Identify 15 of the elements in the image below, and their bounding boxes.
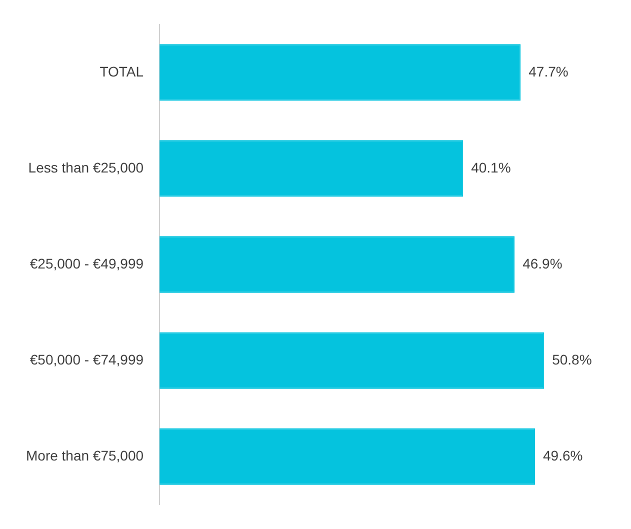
y-tick-label: €50,000 - €74,999 [30,351,144,368]
y-tick-label: More than €75,000 [26,447,144,464]
y-tick-label: €25,000 - €49,999 [30,255,144,272]
data-label: 46.9% [522,255,562,272]
data-label: 40.1% [471,159,511,176]
bar [160,140,464,197]
data-label: 49.6% [543,447,583,464]
bar [160,428,536,485]
data-label: 50.8% [552,351,592,368]
y-tick-label: TOTAL [100,63,144,80]
y-tick-label: Less than €25,000 [28,159,144,176]
bar [160,44,521,101]
bar [160,332,544,389]
data-label: 47.7% [528,63,568,80]
bar [160,236,515,293]
